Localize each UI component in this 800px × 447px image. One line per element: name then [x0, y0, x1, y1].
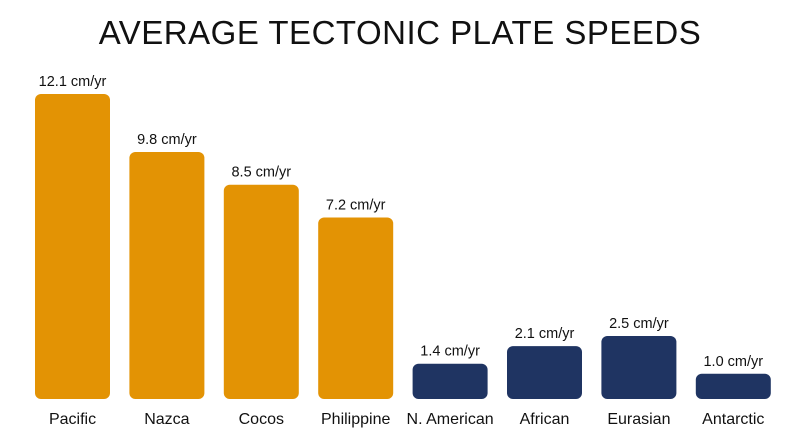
bar-cocos	[223, 184, 299, 399]
bar-nazca	[129, 152, 205, 399]
category-labels-group: Pacific Nazca Cocos Philippine N. American Af…	[49, 411, 764, 428]
bar-eurasian	[601, 336, 677, 399]
bar-philippine	[318, 217, 394, 399]
category-label: N. American	[407, 411, 494, 428]
bars-group	[35, 94, 771, 399]
data-label: 8.5 cm/yr	[231, 165, 291, 181]
category-label: Nazca	[144, 411, 189, 428]
data-label: 12.1 cm/yr	[39, 74, 107, 90]
value-labels-group: 12.1 cm/yr 9.8 cm/yr 8.5 cm/yr 7.2 cm/yr 1.4…	[39, 74, 764, 370]
data-label: 1.4 cm/yr	[420, 344, 480, 360]
bar-antarctic	[695, 373, 771, 399]
category-label: Pacific	[49, 411, 96, 428]
category-label: Cocos	[239, 411, 284, 428]
category-label: African	[520, 411, 570, 428]
data-label: 2.5 cm/yr	[609, 316, 669, 332]
category-label: Philippine	[321, 411, 390, 428]
data-label: 7.2 cm/yr	[326, 198, 386, 214]
data-label: 1.0 cm/yr	[703, 354, 763, 370]
bar-african	[507, 346, 582, 399]
bar-pacific	[35, 94, 110, 399]
bar-n-american	[412, 363, 488, 399]
data-label: 2.1 cm/yr	[515, 326, 575, 342]
category-label: Antarctic	[702, 411, 764, 428]
category-label: Eurasian	[607, 411, 670, 428]
chart-title: AVERAGE TECTONIC PLATE SPEEDS	[98, 14, 702, 51]
data-label: 9.8 cm/yr	[137, 132, 197, 148]
